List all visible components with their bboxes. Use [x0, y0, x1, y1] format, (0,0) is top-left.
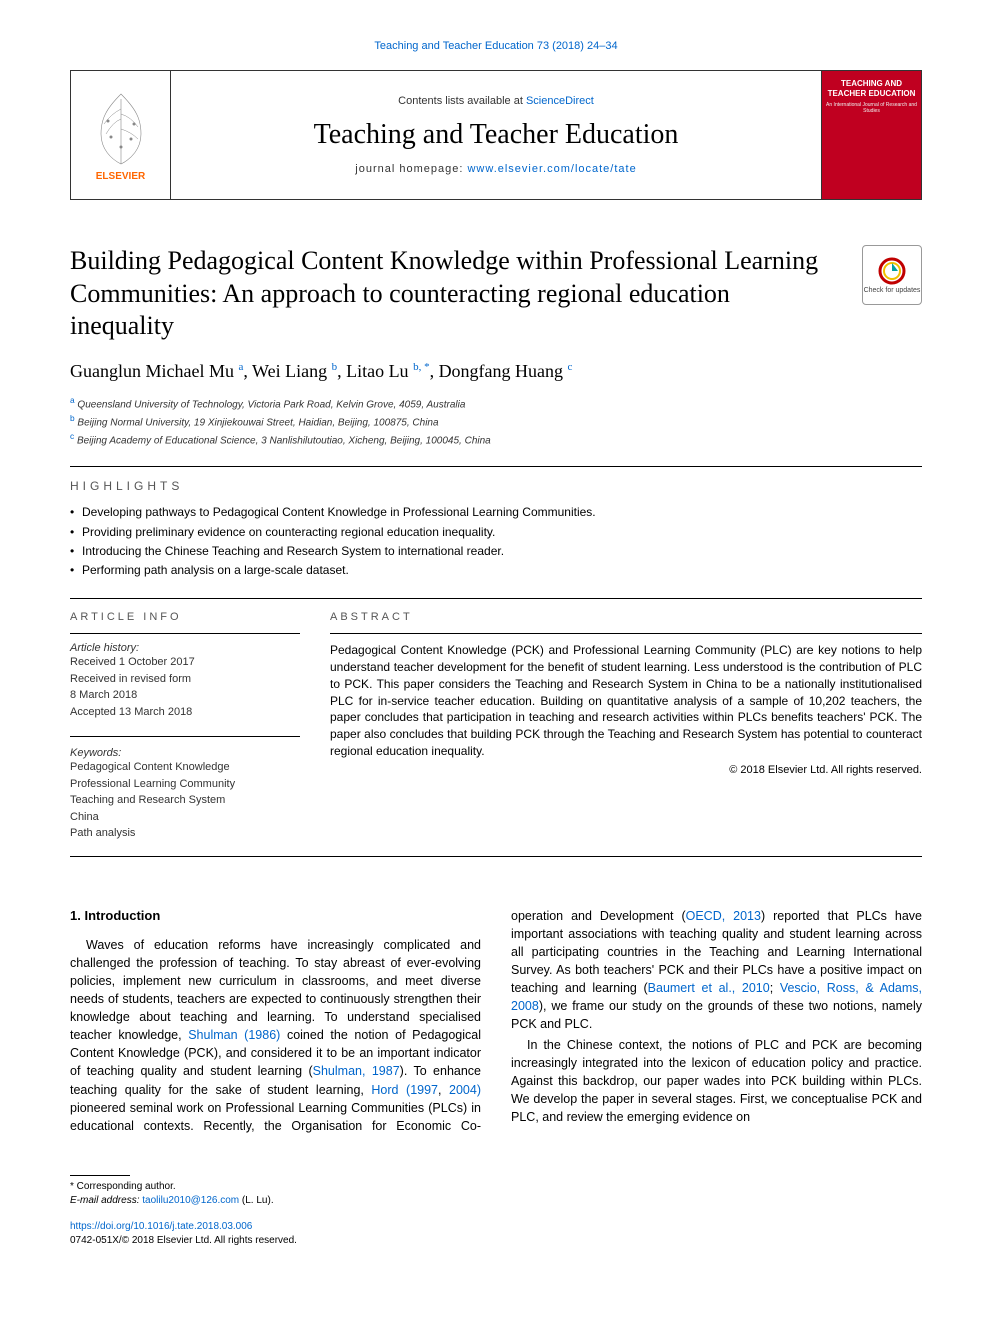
keywords-block: Keywords: Pedagogical Content Knowledge …	[70, 747, 300, 842]
author-1: Guanglun Michael Mu a	[70, 361, 243, 381]
author-3: Litao Lu b, *	[346, 361, 429, 381]
doi-block: https://doi.org/10.1016/j.tate.2018.03.0…	[70, 1220, 922, 1248]
email-suffix: (L. Lu).	[239, 1195, 273, 1206]
divider	[330, 633, 922, 634]
check-updates-label: Check for updates	[864, 287, 921, 294]
highlights-section: HIGHLIGHTS Developing pathways to Pedago…	[70, 479, 922, 580]
highlight-item: Performing path analysis on a large-scal…	[70, 561, 922, 580]
sciencedirect-link[interactable]: ScienceDirect	[526, 95, 594, 107]
citation-link[interactable]: Hord (1997	[371, 1083, 438, 1097]
citation-link[interactable]: Shulman, 1987	[313, 1064, 400, 1078]
history-line: 8 March 2018	[70, 687, 300, 704]
keyword: China	[70, 809, 300, 826]
body-columns: 1. Introduction Waves of education refor…	[70, 907, 922, 1135]
keyword: Teaching and Research System	[70, 792, 300, 809]
history-line: Received in revised form	[70, 671, 300, 688]
info-abstract-row: ARTICLE INFO Article history: Received 1…	[70, 611, 922, 842]
author-2: Wei Liang b	[252, 361, 337, 381]
citation-link[interactable]: 2004)	[449, 1083, 481, 1097]
divider	[70, 633, 300, 634]
article-info-column: ARTICLE INFO Article history: Received 1…	[70, 611, 300, 842]
publisher-label: ELSEVIER	[96, 171, 145, 182]
footnote-block: * Corresponding author. E-mail address: …	[70, 1175, 922, 1208]
keyword: Pedagogical Content Knowledge	[70, 759, 300, 776]
email-line: E-mail address: taolilu2010@126.com (L. …	[70, 1194, 922, 1208]
homepage-line: journal homepage: www.elsevier.com/locat…	[355, 163, 636, 175]
masthead: ELSEVIER Contents lists available at Sci…	[70, 70, 922, 200]
highlights-label: HIGHLIGHTS	[70, 479, 922, 493]
abstract-column: ABSTRACT Pedagogical Content Knowledge (…	[330, 611, 922, 842]
citation-header: Teaching and Teacher Education 73 (2018)…	[0, 40, 992, 52]
abstract-label: ABSTRACT	[330, 611, 922, 623]
history-label: Article history:	[70, 642, 300, 654]
elsevier-tree-icon	[86, 89, 156, 169]
keyword: Professional Learning Community	[70, 776, 300, 793]
history-line: Accepted 13 March 2018	[70, 704, 300, 721]
cover-subtitle: An International Journal of Research and…	[826, 102, 917, 114]
corresponding-author-note: * Corresponding author.	[70, 1180, 922, 1194]
affil-link-a[interactable]: a	[238, 361, 243, 373]
email-link[interactable]: taolilu2010@126.com	[142, 1195, 239, 1206]
keyword: Path analysis	[70, 825, 300, 842]
divider	[70, 856, 922, 857]
masthead-center: Contents lists available at ScienceDirec…	[171, 71, 821, 199]
affiliations: a Queensland University of Technology, V…	[70, 394, 922, 449]
author-4: Dongfang Huang c	[439, 361, 573, 381]
history-line: Received 1 October 2017	[70, 654, 300, 671]
article-info-label: ARTICLE INFO	[70, 611, 300, 623]
body-section: 1. Introduction Waves of education refor…	[70, 907, 922, 1135]
affiliation-b: b Beijing Normal University, 19 Xinjieko…	[70, 412, 922, 430]
affiliation-a: a Queensland University of Technology, V…	[70, 394, 922, 412]
citation-link[interactable]: OECD, 2013	[686, 909, 761, 923]
doi-link[interactable]: https://doi.org/10.1016/j.tate.2018.03.0…	[70, 1221, 252, 1232]
abstract-text: Pedagogical Content Knowledge (PCK) and …	[330, 642, 922, 760]
highlights-list: Developing pathways to Pedagogical Conte…	[70, 503, 922, 580]
publisher-logo-panel: ELSEVIER	[71, 71, 171, 199]
cover-title: TEACHING AND TEACHER EDUCATION	[826, 79, 917, 98]
citation-link[interactable]: Teaching and Teacher Education 73 (2018)…	[374, 40, 617, 52]
section-heading-1: 1. Introduction	[70, 907, 481, 926]
issn-line: 0742-051X/© 2018 Elsevier Ltd. All right…	[70, 1234, 922, 1248]
journal-cover-thumb: TEACHING AND TEACHER EDUCATION An Intern…	[821, 71, 921, 199]
citation-link[interactable]: Baumert et al., 2010	[648, 981, 770, 995]
authors-line: Guanglun Michael Mu a, Wei Liang b, Lita…	[70, 361, 922, 382]
divider	[70, 466, 922, 467]
divider	[70, 736, 300, 737]
journal-name: Teaching and Teacher Education	[314, 119, 679, 151]
contents-line: Contents lists available at ScienceDirec…	[398, 95, 594, 107]
abstract-copyright: © 2018 Elsevier Ltd. All rights reserved…	[330, 764, 922, 776]
check-updates-icon	[878, 257, 906, 285]
divider	[70, 598, 922, 599]
highlight-item: Providing preliminary evidence on counte…	[70, 523, 922, 542]
contents-prefix: Contents lists available at	[398, 95, 526, 107]
keywords-label: Keywords:	[70, 747, 300, 759]
email-label: E-mail address:	[70, 1195, 142, 1206]
check-updates-badge[interactable]: Check for updates	[862, 245, 922, 305]
affil-link-b-corr[interactable]: b, *	[413, 361, 430, 373]
highlight-item: Introducing the Chinese Teaching and Res…	[70, 542, 922, 561]
affil-link-c[interactable]: c	[568, 361, 573, 373]
body-paragraph: In the Chinese context, the notions of P…	[511, 1036, 922, 1127]
highlight-item: Developing pathways to Pedagogical Conte…	[70, 503, 922, 522]
affiliation-c: c Beijing Academy of Educational Science…	[70, 430, 922, 448]
footnote-rule	[70, 1175, 130, 1176]
article-title: Building Pedagogical Content Knowledge w…	[70, 245, 922, 343]
homepage-prefix: journal homepage:	[355, 163, 467, 175]
homepage-link[interactable]: www.elsevier.com/locate/tate	[467, 163, 636, 175]
title-block: Building Pedagogical Content Knowledge w…	[70, 245, 922, 343]
citation-link[interactable]: Shulman (1986)	[188, 1028, 280, 1042]
affil-link-b[interactable]: b	[332, 361, 338, 373]
